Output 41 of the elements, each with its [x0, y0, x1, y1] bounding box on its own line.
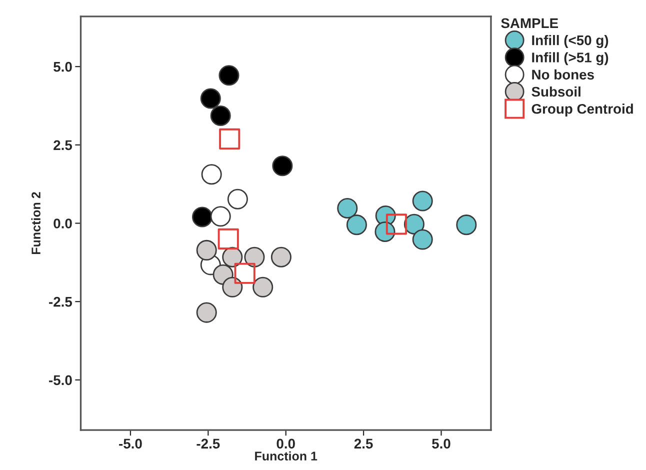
y-tick-label: 2.5 — [54, 140, 72, 150]
y-axis-title: Function 2 — [31, 192, 40, 254]
y-tick-label: -2.5 — [49, 296, 72, 307]
point — [219, 128, 240, 150]
point — [192, 206, 213, 228]
point — [252, 276, 274, 298]
point — [412, 190, 433, 212]
point — [210, 206, 231, 227]
point — [272, 156, 293, 176]
point — [218, 65, 240, 86]
point — [201, 164, 222, 185]
legend-label: Group Centroid — [532, 104, 633, 117]
x-tick-label: 0.0 — [276, 438, 295, 449]
x-tick-label: -5.0 — [119, 438, 142, 449]
point — [222, 276, 243, 298]
legend-label: Infill (>51 g) — [532, 52, 608, 66]
point — [456, 214, 477, 236]
point — [210, 106, 231, 126]
legend-label: Infill (<50 g) — [532, 35, 608, 48]
point — [270, 246, 292, 268]
y-tick-label: 5.0 — [54, 62, 72, 72]
point — [234, 262, 256, 284]
y-tick-label: 0.0 — [54, 218, 72, 228]
x-tick-label: 2.5 — [354, 438, 373, 449]
point — [337, 198, 358, 218]
legend-label: No bones — [532, 69, 594, 80]
point — [196, 240, 217, 260]
point — [196, 302, 217, 323]
x-tick-label: -2.5 — [196, 438, 220, 449]
legend-title: SAMPLE — [501, 18, 558, 28]
x-tick-label: 5.0 — [432, 438, 450, 449]
point — [346, 214, 367, 236]
legend-label: Subsoil — [532, 86, 580, 97]
x-axis-title: Function 1 — [255, 451, 318, 461]
y-tick-label: -5.0 — [49, 375, 72, 386]
point — [386, 214, 408, 235]
point — [218, 228, 239, 250]
point — [244, 246, 265, 268]
point — [227, 188, 248, 210]
point — [200, 88, 221, 109]
point — [412, 229, 433, 250]
